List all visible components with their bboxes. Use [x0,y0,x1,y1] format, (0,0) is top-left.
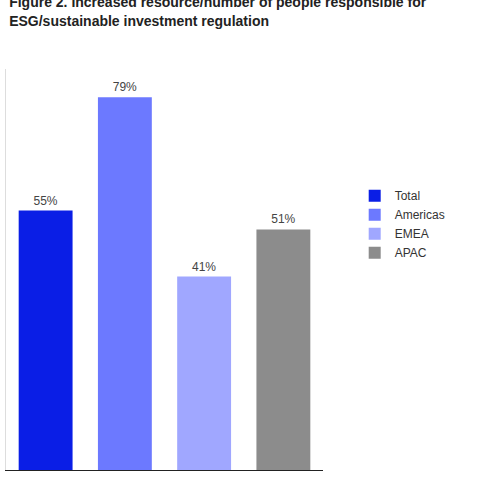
svg-text:55%: 55% [33,194,57,208]
svg-text:51%: 51% [271,212,295,226]
svg-text:APAC: APAC [395,246,427,260]
svg-text:79%: 79% [113,80,137,94]
svg-text:41%: 41% [192,260,216,274]
svg-text:Figure 2. Increased resource/n: Figure 2. Increased resource/number of p… [9,0,427,29]
svg-text:Total: Total [395,189,420,203]
svg-text:Americas: Americas [395,208,445,222]
svg-text:EMEA: EMEA [395,227,429,241]
